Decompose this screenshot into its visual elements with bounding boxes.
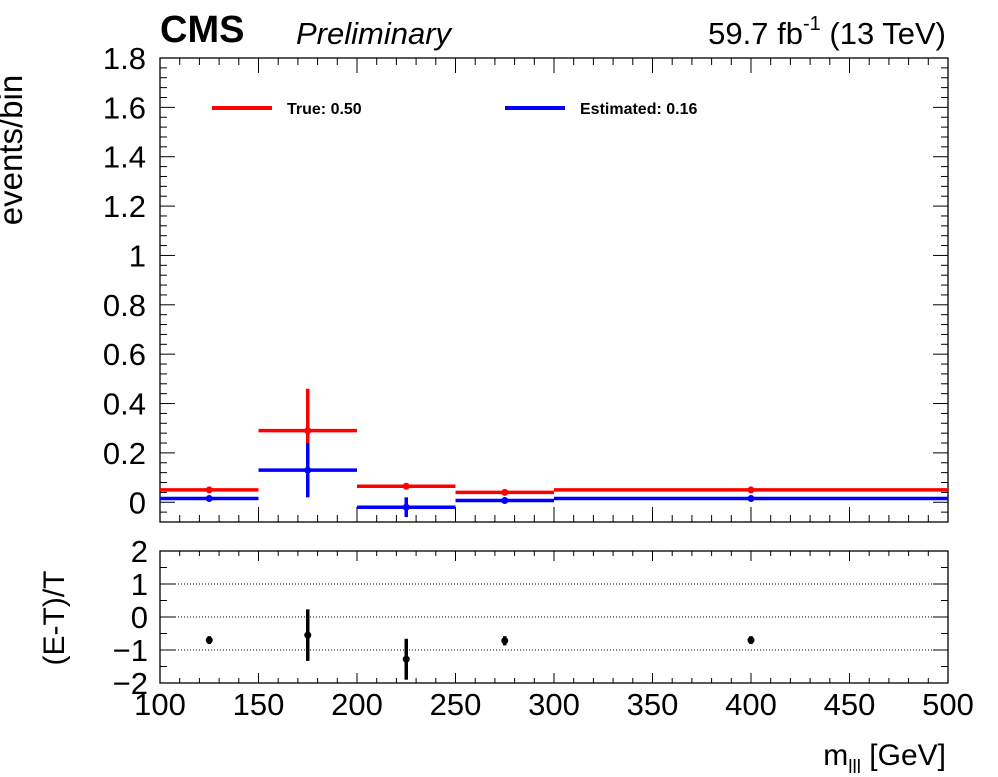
data-point-true <box>205 486 213 494</box>
ratio-y-tick-label: 0 <box>131 600 148 635</box>
ratio-y-tick-label: 2 <box>131 534 148 569</box>
legend-entry-estimated: Estimated: 0.16 <box>580 101 697 118</box>
x-tick-label: 300 <box>528 687 580 722</box>
lumi-label: 59.7 fb-1 (13 TeV) <box>708 13 946 51</box>
ratio-point <box>747 636 755 644</box>
x-tick-label: 500 <box>922 687 974 722</box>
main-y-axis-title: events/bin <box>0 75 29 225</box>
preliminary-label: Preliminary <box>296 16 454 51</box>
x-axis-title: mlll [GeV] <box>823 739 946 777</box>
data-point-true <box>501 488 509 496</box>
x-tick-label: 450 <box>824 687 876 722</box>
x-tick-label: 350 <box>627 687 679 722</box>
y-tick-label: 0.6 <box>103 337 146 372</box>
x-tick-label: 150 <box>233 687 285 722</box>
ratio-point <box>205 636 213 644</box>
ratio-point <box>501 637 509 645</box>
ratio-y-tick-label: 1 <box>131 567 148 602</box>
data-point-true <box>747 486 755 494</box>
x-tick-label: 200 <box>331 687 383 722</box>
y-tick-label: 1.2 <box>103 189 146 224</box>
y-tick-label: 1 <box>129 238 146 273</box>
data-point-estimated <box>205 495 213 503</box>
data-point-true <box>304 427 312 435</box>
y-tick-label: 0.2 <box>103 436 146 471</box>
y-tick-label: 0.4 <box>103 387 146 422</box>
y-tick-label: 1.4 <box>103 140 146 175</box>
y-tick-label: 0 <box>129 485 146 520</box>
x-tick-label: 100 <box>134 687 186 722</box>
ratio-y-tick-label: −1 <box>113 633 148 668</box>
main-plot-frame <box>159 57 949 523</box>
main-panel: 0 0.2 0.4 0.6 0.8 1 1.2 1.4 1.6 1.8 True: 0.50 Esti… <box>103 41 949 523</box>
data-point-estimated <box>304 466 312 474</box>
ratio-point <box>402 655 410 663</box>
ratio-y-tick-label: −2 <box>113 666 148 701</box>
ratio-y-axis-title: (E-T)/T <box>38 571 71 666</box>
data-point-true <box>402 482 410 490</box>
data-point-estimated <box>501 497 509 505</box>
cms-label: CMS <box>160 9 244 51</box>
y-tick-label: 1.8 <box>103 41 146 76</box>
legend-entry-true: True: 0.50 <box>287 101 362 118</box>
data-point-estimated <box>402 503 410 511</box>
data-point-estimated <box>747 495 755 503</box>
ratio-point <box>304 631 312 639</box>
x-tick-label: 400 <box>725 687 777 722</box>
y-tick-label: 0.8 <box>103 288 146 323</box>
x-tick-label: 250 <box>430 687 482 722</box>
y-tick-label: 1.6 <box>103 90 146 125</box>
